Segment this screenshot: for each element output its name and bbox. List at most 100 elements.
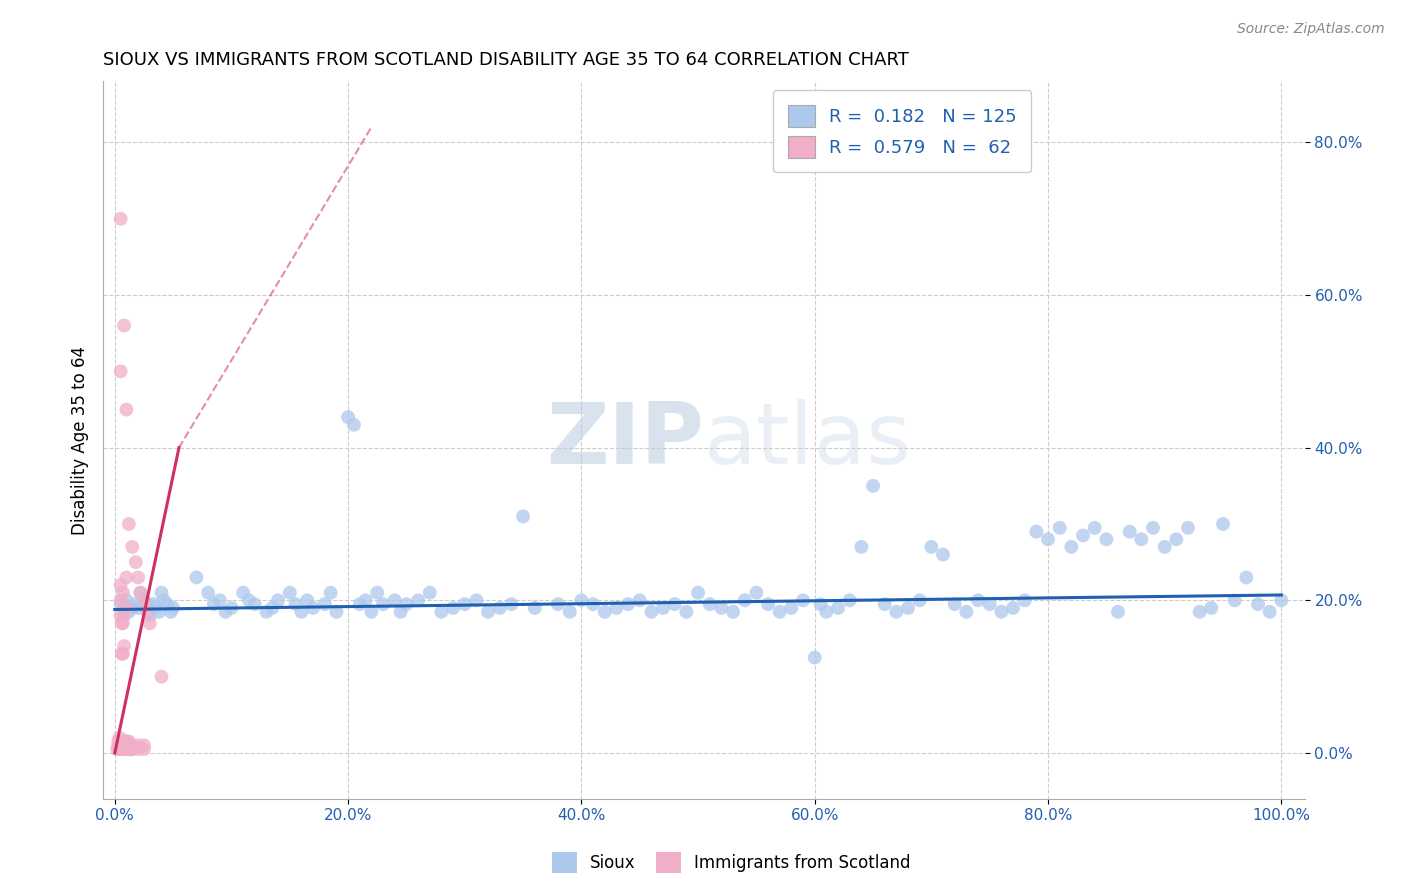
- Point: [124, 597, 146, 611]
- Point: [430, 605, 453, 619]
- Point: [107, 734, 129, 748]
- Point: [105, 742, 128, 756]
- Legend: Sioux, Immigrants from Scotland: Sioux, Immigrants from Scotland: [546, 846, 917, 880]
- Point: [967, 593, 990, 607]
- Point: [117, 742, 139, 756]
- Point: [1071, 528, 1094, 542]
- Point: [142, 597, 165, 611]
- Point: [139, 608, 162, 623]
- Point: [112, 639, 135, 653]
- Point: [121, 540, 143, 554]
- Point: [686, 585, 709, 599]
- Point: [523, 601, 546, 615]
- Point: [366, 585, 388, 599]
- Point: [136, 597, 159, 611]
- Point: [979, 597, 1001, 611]
- Point: [593, 605, 616, 619]
- Point: [111, 647, 134, 661]
- Point: [769, 605, 792, 619]
- Point: [419, 585, 441, 599]
- Legend: R =  0.182   N = 125, R =  0.579   N =  62: R = 0.182 N = 125, R = 0.579 N = 62: [773, 90, 1031, 172]
- Point: [1130, 533, 1153, 547]
- Point: [943, 597, 966, 611]
- Point: [114, 742, 136, 756]
- Point: [111, 742, 134, 756]
- Point: [111, 647, 134, 661]
- Point: [112, 742, 135, 756]
- Point: [319, 585, 342, 599]
- Point: [112, 601, 135, 615]
- Point: [110, 739, 132, 753]
- Point: [118, 739, 141, 753]
- Point: [115, 593, 138, 607]
- Point: [297, 593, 319, 607]
- Point: [1258, 605, 1281, 619]
- Point: [302, 601, 325, 615]
- Point: [699, 597, 721, 611]
- Point: [792, 593, 814, 607]
- Point: [267, 593, 290, 607]
- Point: [325, 605, 347, 619]
- Point: [920, 540, 942, 554]
- Point: [112, 734, 135, 748]
- Point: [121, 601, 143, 615]
- Point: [1153, 540, 1175, 554]
- Point: [406, 593, 429, 607]
- Point: [125, 555, 148, 569]
- Point: [862, 479, 884, 493]
- Point: [371, 597, 394, 611]
- Point: [132, 593, 155, 607]
- Text: ZIP: ZIP: [546, 399, 704, 482]
- Point: [395, 597, 418, 611]
- Point: [111, 739, 134, 753]
- Point: [1049, 521, 1071, 535]
- Point: [354, 593, 377, 607]
- Point: [162, 601, 184, 615]
- Point: [208, 593, 231, 607]
- Point: [815, 605, 838, 619]
- Point: [810, 597, 832, 611]
- Point: [349, 597, 371, 611]
- Point: [780, 601, 803, 615]
- Point: [197, 585, 219, 599]
- Point: [107, 739, 129, 753]
- Point: [664, 597, 686, 611]
- Point: [1084, 521, 1107, 535]
- Point: [118, 739, 141, 753]
- Point: [1095, 533, 1118, 547]
- Point: [640, 605, 662, 619]
- Point: [148, 605, 170, 619]
- Point: [1188, 605, 1211, 619]
- Point: [389, 605, 412, 619]
- Point: [139, 616, 162, 631]
- Point: [314, 597, 336, 611]
- Point: [110, 597, 132, 611]
- Text: atlas: atlas: [704, 399, 912, 482]
- Point: [284, 597, 307, 611]
- Point: [465, 593, 488, 607]
- Point: [990, 605, 1012, 619]
- Point: [145, 601, 167, 615]
- Point: [136, 605, 159, 619]
- Point: [838, 593, 860, 607]
- Point: [454, 597, 477, 611]
- Point: [652, 601, 675, 615]
- Point: [477, 605, 499, 619]
- Point: [118, 605, 141, 619]
- Point: [290, 605, 312, 619]
- Point: [156, 597, 179, 611]
- Point: [132, 593, 155, 607]
- Point: [121, 739, 143, 753]
- Point: [1014, 593, 1036, 607]
- Point: [120, 739, 142, 753]
- Y-axis label: Disability Age 35 to 64: Disability Age 35 to 64: [72, 345, 89, 534]
- Point: [897, 601, 920, 615]
- Point: [110, 578, 132, 592]
- Point: [1166, 533, 1188, 547]
- Point: [111, 616, 134, 631]
- Point: [512, 509, 534, 524]
- Point: [112, 318, 135, 333]
- Point: [115, 402, 138, 417]
- Point: [558, 605, 581, 619]
- Point: [256, 605, 278, 619]
